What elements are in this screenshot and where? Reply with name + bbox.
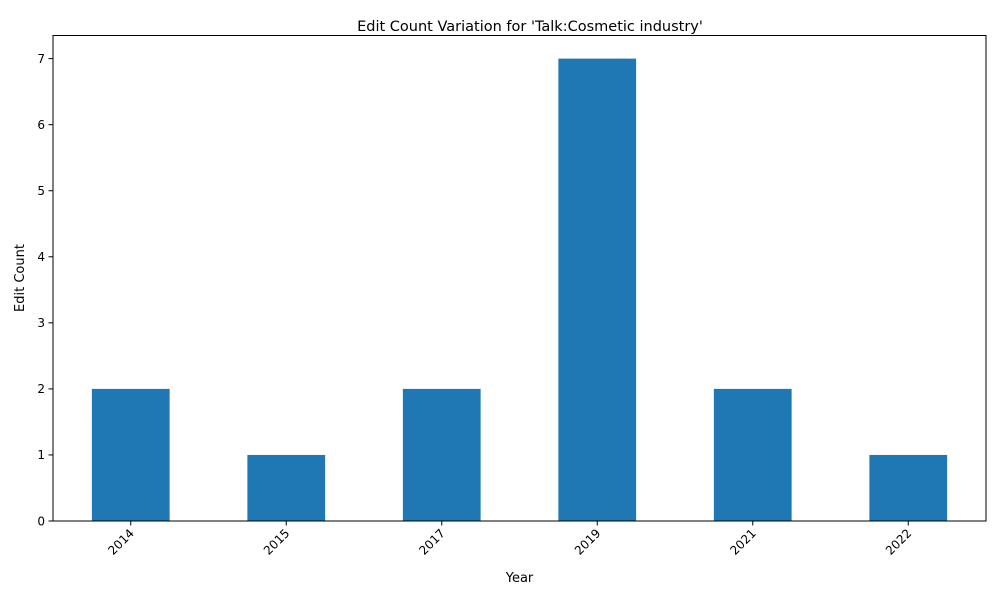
x-axis: 2014 2015 2017 2019 2021 2022	[105, 521, 914, 558]
y-tick-label: 0	[37, 514, 45, 528]
chart-title: Edit Count Variation for 'Talk:Cosmetic …	[357, 19, 703, 35]
y-tick-label: 3	[37, 316, 45, 330]
y-tick-label: 6	[37, 118, 45, 132]
y-tick-label: 2	[37, 382, 45, 396]
y-tick-label: 1	[37, 448, 45, 462]
bar-2021	[713, 388, 792, 521]
bars-layer	[91, 58, 948, 521]
x-tick-label: 2017	[416, 526, 447, 557]
x-axis-label: Year	[505, 571, 534, 586]
y-tick-label: 4	[37, 250, 45, 264]
plot-frame	[52, 35, 987, 522]
x-tick-label: 2014	[105, 526, 136, 557]
bar-2017	[402, 388, 481, 521]
bar-2014	[91, 388, 170, 521]
x-tick-label: 2015	[261, 526, 292, 557]
x-tick-label: 2022	[883, 526, 914, 557]
y-tick-label: 5	[37, 184, 45, 198]
y-axis: 0 1 2 3 4 5 6 7	[37, 52, 53, 528]
y-tick-label: 7	[37, 52, 45, 66]
x-tick-label: 2021	[727, 526, 758, 557]
x-tick-label: 2019	[572, 526, 603, 557]
bar-2019	[558, 58, 637, 521]
y-axis-label: Edit Count	[13, 244, 28, 312]
bar-2015	[247, 454, 326, 521]
bar-2022	[869, 454, 948, 521]
